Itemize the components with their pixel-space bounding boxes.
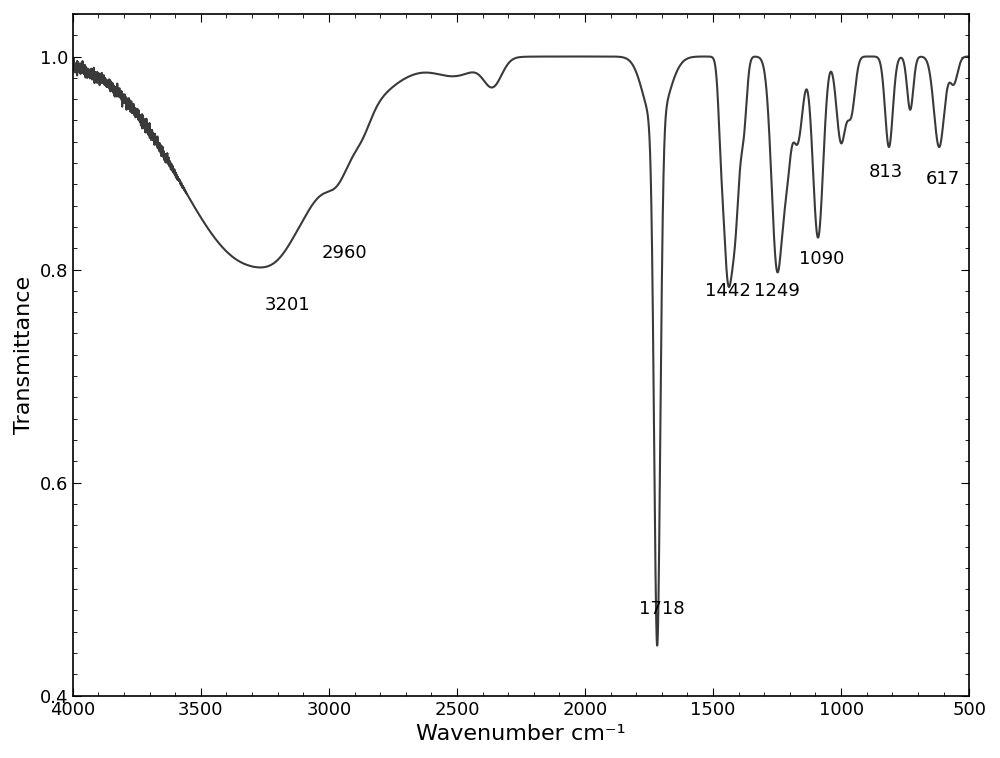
Y-axis label: Transmittance: Transmittance xyxy=(14,276,34,434)
X-axis label: Wavenumber cm⁻¹: Wavenumber cm⁻¹ xyxy=(416,724,626,744)
Text: 1718: 1718 xyxy=(639,600,685,618)
Text: 1442: 1442 xyxy=(705,282,751,300)
Text: 3201: 3201 xyxy=(265,296,311,315)
Text: 1249: 1249 xyxy=(754,282,800,300)
Text: 1090: 1090 xyxy=(799,250,845,268)
Text: 2960: 2960 xyxy=(321,244,367,262)
Text: 813: 813 xyxy=(869,163,903,181)
Text: 617: 617 xyxy=(926,171,960,189)
